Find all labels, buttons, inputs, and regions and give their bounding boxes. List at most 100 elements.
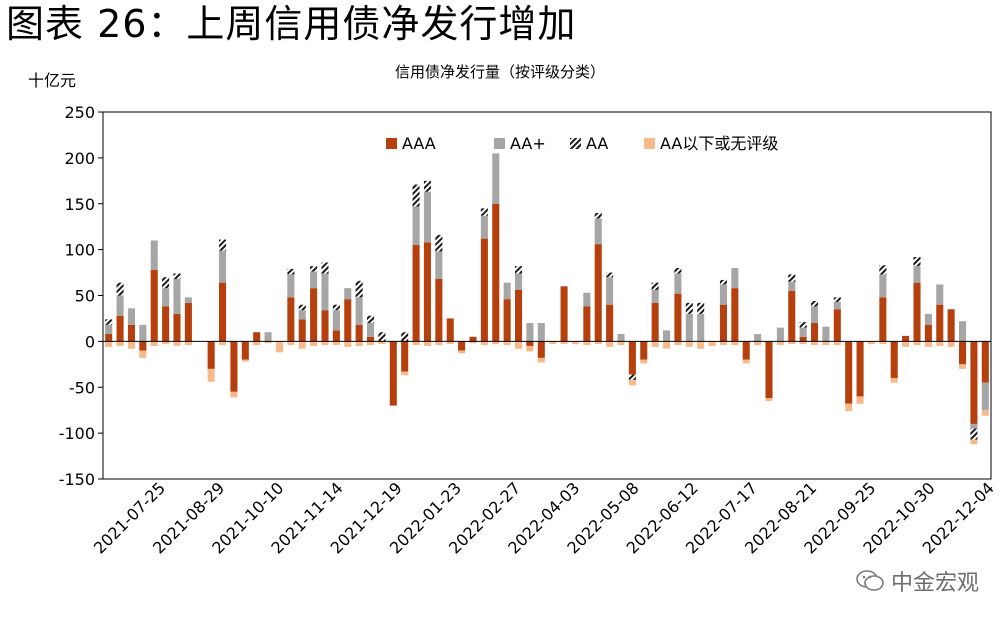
bar-below-aa xyxy=(856,396,864,404)
chart-title: 信用债净发行量（按评级分类） xyxy=(395,63,605,81)
bar-below-aa xyxy=(902,341,910,347)
bar-aaa xyxy=(389,341,397,406)
bar-below-aa xyxy=(526,345,534,352)
bar-below-aa xyxy=(640,359,648,364)
bar-aa-plus xyxy=(731,267,739,289)
bar-aa-plus xyxy=(139,324,147,342)
bar-below-aa xyxy=(355,341,363,346)
bar-aaa xyxy=(833,309,841,342)
bar-aaa xyxy=(845,341,853,404)
bar-below-aa xyxy=(719,341,727,346)
bar-aa xyxy=(367,315,375,324)
bar-aa xyxy=(298,304,306,311)
bar-aa-plus xyxy=(959,321,967,342)
bar-aa xyxy=(423,180,431,192)
bar-aa-plus xyxy=(515,273,523,290)
bar-aaa xyxy=(628,341,636,375)
bar-aa xyxy=(219,239,227,251)
bar-aaa xyxy=(594,244,602,342)
y-tick-label: 0 xyxy=(85,332,95,351)
bar-below-aa xyxy=(310,341,318,346)
bar-aa-plus xyxy=(264,332,272,342)
bar-below-aa xyxy=(423,341,431,346)
bar-below-aa xyxy=(947,341,955,347)
bar-aaa xyxy=(651,302,659,342)
bar-aa-plus xyxy=(606,277,614,305)
bar-below-aa xyxy=(776,341,784,346)
bar-aa-plus xyxy=(116,295,124,316)
legend-aa-swatch xyxy=(570,138,581,149)
bar-aa-plus xyxy=(344,288,352,300)
bar-aa xyxy=(412,184,420,207)
bar-aaa xyxy=(184,302,192,342)
bar-aa xyxy=(811,301,819,307)
bar-aaa xyxy=(799,336,807,342)
bar-below-aa xyxy=(833,341,841,346)
bar-below-aa xyxy=(492,341,500,345)
bar-aaa xyxy=(458,341,466,351)
bar-aa xyxy=(310,266,318,272)
bar-below-aa xyxy=(606,341,614,347)
bar-aa-plus xyxy=(127,308,135,325)
bar-aaa xyxy=(423,242,431,342)
bar-aa-plus xyxy=(105,324,113,335)
bar-aaa xyxy=(526,341,534,346)
bar-aa xyxy=(606,272,614,278)
y-tick-label: -50 xyxy=(69,378,95,397)
bar-aaa xyxy=(469,336,477,342)
bar-aaa xyxy=(298,319,306,342)
watermark: 中金宏观 xyxy=(855,565,979,597)
legend-aaa-swatch xyxy=(386,138,397,149)
bar-aa xyxy=(332,304,340,311)
bar-below-aa xyxy=(708,341,716,346)
legend-below-aa-label: AA以下或无评级 xyxy=(660,134,778,153)
bar-aa-plus xyxy=(162,288,170,307)
bar-below-aa xyxy=(344,341,352,347)
bar-below-aa xyxy=(742,359,750,364)
bar-aaa xyxy=(640,341,648,360)
bar-below-aa xyxy=(446,341,454,345)
bar-aaa xyxy=(367,336,375,342)
bar-aa-plus xyxy=(332,310,340,331)
bar-below-aa xyxy=(731,341,739,346)
bar-aa-plus xyxy=(184,297,192,303)
bar-below-aa xyxy=(173,341,181,346)
wechat-icon xyxy=(856,570,884,591)
bar-aa xyxy=(719,279,727,285)
bar-aa-plus xyxy=(776,327,784,342)
bar-aaa xyxy=(344,299,352,342)
bar-aaa xyxy=(719,304,727,342)
bar-below-aa xyxy=(367,341,375,346)
bar-aaa xyxy=(435,278,443,342)
bar-aa-plus xyxy=(219,250,227,283)
bar-aa-plus xyxy=(503,282,511,300)
bar-below-aa xyxy=(332,341,340,346)
legend-aa-plus-label: AA+ xyxy=(510,134,546,153)
bar-aaa xyxy=(674,293,682,342)
bar-aaa xyxy=(959,341,967,365)
bar-aa-plus xyxy=(480,215,488,239)
bar-below-aa xyxy=(628,379,636,386)
bar-aa-plus xyxy=(685,313,693,342)
bar-below-aa xyxy=(378,341,386,345)
bar-aa-plus xyxy=(674,273,682,294)
bar-aa-plus xyxy=(355,297,363,325)
legend-aaa-label: AAA xyxy=(402,134,436,153)
bar-aaa xyxy=(731,288,739,342)
bar-aaa xyxy=(355,324,363,342)
bar-below-aa xyxy=(981,410,989,416)
bar-below-aa xyxy=(936,341,944,346)
bar-below-aa xyxy=(241,359,249,362)
bar-aa-plus xyxy=(924,313,932,325)
bar-aa-plus xyxy=(492,153,500,204)
watermark-text: 中金宏观 xyxy=(890,571,979,596)
bar-aa xyxy=(697,302,705,314)
bar-below-aa xyxy=(959,364,967,369)
bar-aaa xyxy=(287,297,295,342)
bar-aa xyxy=(628,374,636,380)
bar-below-aa xyxy=(480,341,488,346)
bar-aa-plus xyxy=(287,274,295,298)
bar-below-aa xyxy=(685,341,693,347)
bar-aaa xyxy=(583,306,591,342)
bar-below-aa xyxy=(537,357,545,363)
